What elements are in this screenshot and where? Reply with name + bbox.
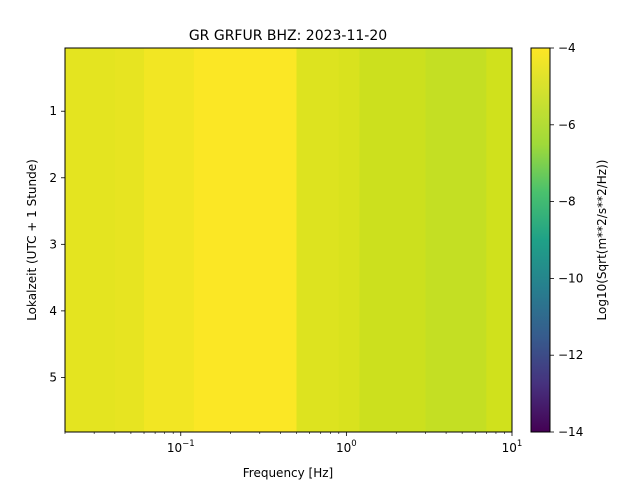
heatmap-band: [296, 48, 340, 432]
x-tick-label: 101: [502, 439, 523, 455]
chart-title: GR GRFUR BHZ: 2023-11-20: [189, 28, 387, 44]
x-tick-label: 10−1: [167, 439, 195, 455]
y-tick-label: 3: [49, 237, 57, 251]
heatmap-band: [114, 48, 145, 432]
heatmap-band: [144, 48, 195, 432]
y-tick-label: 2: [49, 171, 57, 185]
heatmap-band: [359, 48, 426, 432]
y-tick-label: 5: [49, 370, 57, 384]
colorbar-tick-label: −10: [558, 271, 583, 285]
colorbar-tick-label: −6: [558, 118, 576, 132]
colorbar-tick-label: −14: [558, 425, 583, 439]
x-axis: 10−1 100 101: [64, 432, 523, 455]
y-axis-label: Lokalzeit (UTC + 1 Stunde): [25, 159, 39, 321]
heatmap-band: [425, 48, 487, 432]
colorbar-axis: −4 −6 −8 −10 −12 −14: [550, 41, 583, 439]
y-tick-label: 4: [49, 304, 57, 318]
heatmap-band: [486, 48, 513, 432]
y-tick-label: 1: [49, 104, 57, 118]
colorbar-label: Log10(Sqrt(m**2/s**2/Hz)): [595, 160, 609, 321]
x-tick-label: 100: [336, 439, 357, 455]
plot-frame: [64, 47, 513, 433]
colorbar: [530, 47, 551, 433]
x-axis-label: Frequency [Hz]: [243, 466, 334, 480]
heatmap-band: [193, 48, 298, 432]
colorbar-tick-label: −4: [558, 41, 576, 55]
y-axis: 1 2 3 4 5: [49, 104, 65, 384]
colorbar-tick-label: −12: [558, 348, 583, 362]
colorbar-tick-label: −8: [558, 195, 576, 209]
heatmap-band: [65, 48, 116, 432]
spectrogram-heatmap: [65, 48, 513, 432]
heatmap-band: [338, 48, 360, 432]
